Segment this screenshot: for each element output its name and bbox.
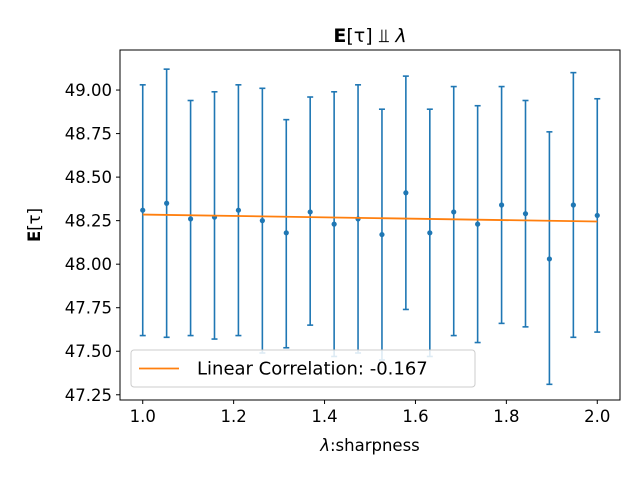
chart-title: E[τ] ⫫ λ — [333, 25, 406, 47]
legend: Linear Correlation: -0.167 — [130, 349, 476, 388]
y-tick-label: 49.00 — [65, 81, 112, 100]
x-tick-label: 1.8 — [493, 407, 519, 426]
y-axis-label: E[τ] — [25, 208, 44, 242]
data-point — [570, 202, 576, 208]
data-point — [594, 212, 600, 219]
data-point — [259, 218, 265, 224]
axes: 1.0 1.2 1.4 1.6 1.8 2.0 47.25 47.50 47.75 48.00 48… — [65, 49, 621, 426]
data-point — [164, 200, 170, 206]
data-point — [379, 231, 385, 238]
legend-box — [130, 349, 476, 388]
y-tick-label: 47.25 — [65, 386, 112, 405]
x-tick-label: 1.2 — [221, 407, 247, 426]
y-tick-label: 47.75 — [65, 299, 112, 318]
y-tick-label: 47.50 — [65, 342, 112, 361]
x-axis-label: λ:sharpness — [319, 436, 420, 455]
data-point — [427, 230, 433, 236]
x-tick-label: 2.0 — [584, 407, 610, 426]
axes-frame — [119, 49, 621, 401]
data-point — [498, 202, 505, 208]
data-point — [546, 256, 553, 262]
fit-line — [142, 213, 598, 223]
data-point — [235, 207, 242, 213]
data-point — [522, 211, 529, 217]
data-point — [187, 216, 194, 222]
x-tick-label: 1.6 — [402, 407, 428, 426]
x-tick-label: 1.4 — [311, 407, 337, 426]
data-point — [307, 209, 313, 215]
y-tick-label: 48.00 — [65, 255, 112, 274]
legend-label: Linear Correlation: -0.167 — [197, 359, 428, 380]
data-point — [331, 221, 337, 227]
y-tick-label: 48.25 — [65, 212, 112, 231]
data-point — [140, 207, 146, 213]
y-tick-label: 48.75 — [65, 125, 112, 144]
data-point — [283, 230, 289, 236]
plot-area — [139, 68, 601, 386]
data-point — [451, 209, 457, 215]
data-point — [475, 221, 481, 227]
y-tick-label: 48.50 — [65, 168, 112, 187]
x-tick-label: 1.0 — [130, 407, 156, 426]
data-point — [403, 190, 409, 196]
